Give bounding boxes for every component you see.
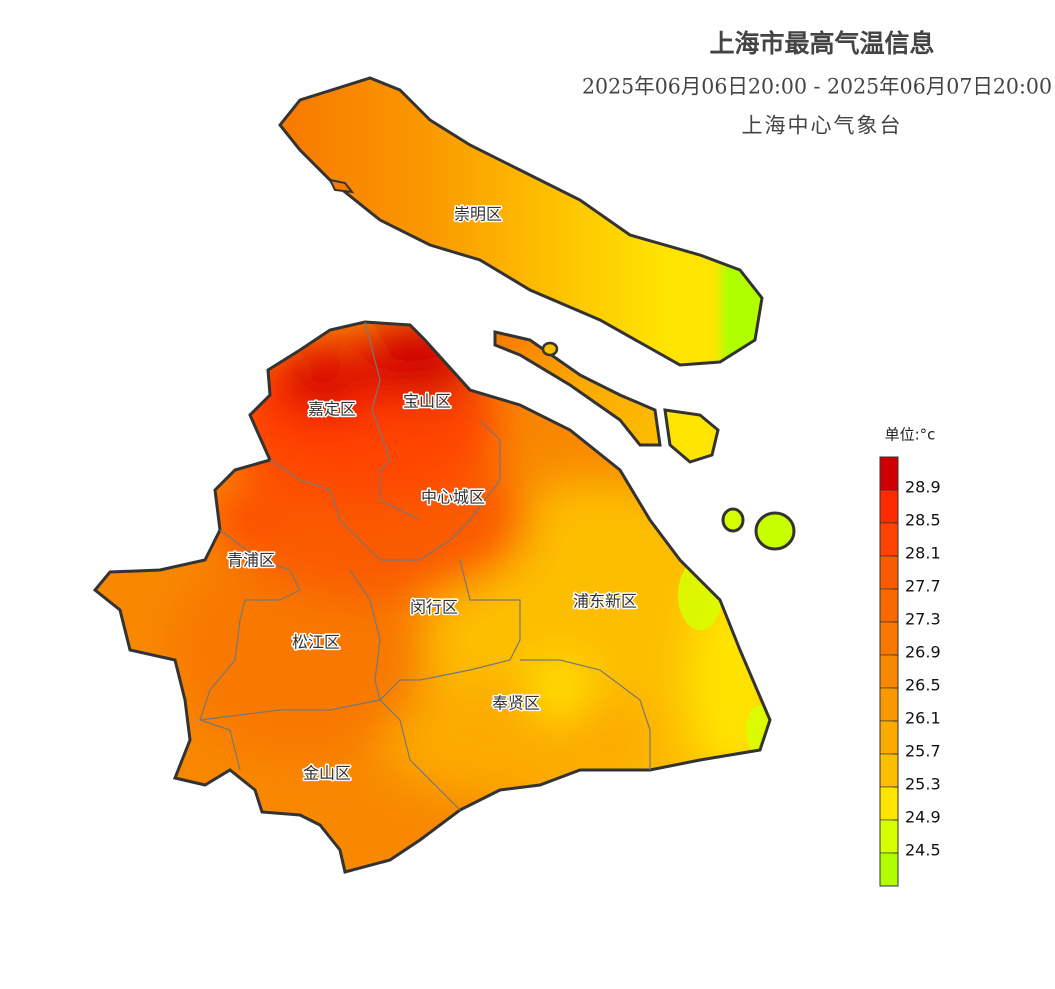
district-label: 嘉定区 <box>308 400 356 419</box>
legend-tick-label: 26.1 <box>905 709 941 728</box>
hengsha-island <box>663 408 720 464</box>
legend-tick-label: 28.9 <box>905 478 941 497</box>
legend-swatch <box>879 753 899 788</box>
legend-swatch <box>879 687 899 722</box>
legend-swatch <box>879 555 899 590</box>
islet <box>721 507 745 533</box>
legend-tick-label: 28.1 <box>905 544 941 563</box>
legend-tick-label: 27.7 <box>905 577 941 596</box>
islet <box>754 511 796 551</box>
legend-unit: 单位:°c <box>885 426 936 444</box>
legend-tick-label: 27.3 <box>905 610 941 629</box>
district-label: 金山区 <box>303 764 351 783</box>
district-label: 崇明区 <box>454 205 502 224</box>
legend-frame <box>879 456 899 887</box>
subtitle: 2025年06月06日20:00 - 2025年06月07日20:00 <box>582 75 1052 99</box>
changxing-island <box>493 330 662 447</box>
legend-tick-label: 25.3 <box>905 775 941 794</box>
district-label: 宝山区 <box>403 392 451 411</box>
legend-swatch <box>879 489 899 524</box>
legend-tick-label: 24.5 <box>905 841 941 860</box>
legend-swatch <box>879 852 899 887</box>
legend-swatch <box>879 819 899 854</box>
district-label: 中心城区 <box>421 488 485 507</box>
district-label: 青浦区 <box>227 551 275 570</box>
district-label: 奉贤区 <box>492 694 540 713</box>
district-label: 松江区 <box>292 633 340 652</box>
legend-swatch <box>879 786 899 821</box>
legend-swatch <box>879 456 899 491</box>
legend-swatch <box>879 654 899 689</box>
legend-tick-label: 24.9 <box>905 808 941 827</box>
district-label: 闵行区 <box>410 598 458 617</box>
agency: 上海中心气象台 <box>742 114 903 138</box>
title: 上海市最高气温信息 <box>709 29 934 58</box>
district-label: 浦东新区 <box>573 592 637 611</box>
legend-swatch <box>879 522 899 557</box>
legend-swatch <box>879 588 899 623</box>
legend-tick-label: 25.7 <box>905 742 941 761</box>
chongming-island <box>278 76 764 367</box>
legend: 28.9 28.5 28.1 27.7 27.3 26.9 26.5 26.1 25.7 25.3… <box>879 456 941 887</box>
legend-tick-label: 26.9 <box>905 643 941 662</box>
legend-swatch <box>879 720 899 755</box>
legend-tick-label: 26.5 <box>905 676 941 695</box>
legend-swatch <box>879 621 899 656</box>
legend-tick-label: 28.5 <box>905 511 941 530</box>
